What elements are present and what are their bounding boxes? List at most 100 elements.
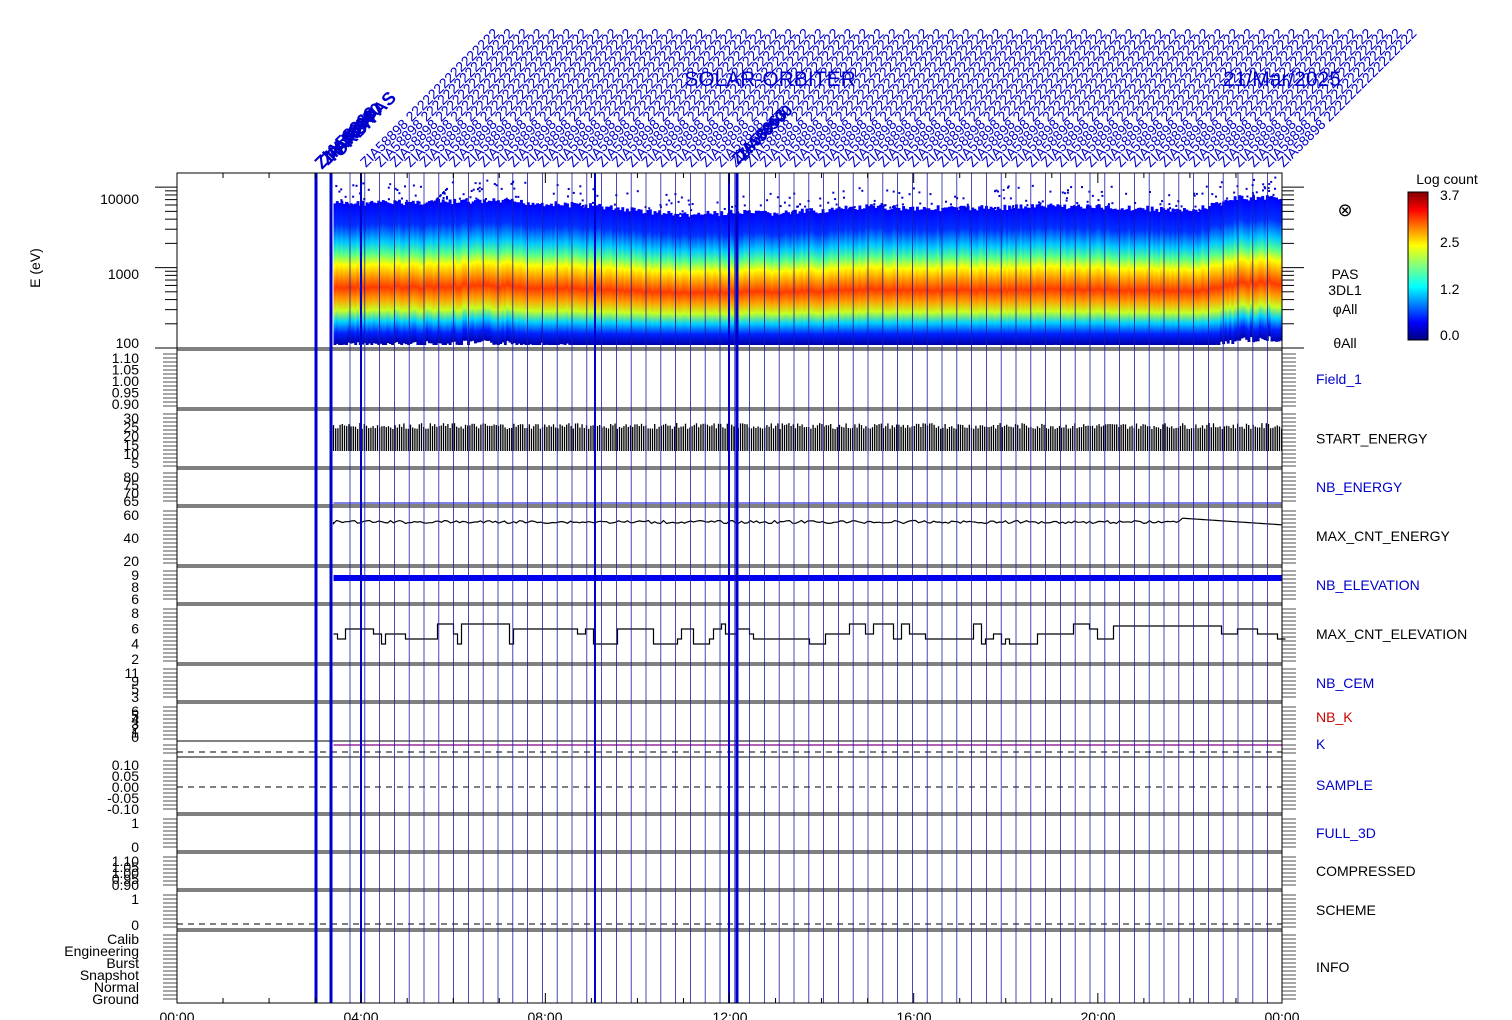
spectrogram-column: [991, 208, 995, 345]
panel-tick-label: Ground: [92, 991, 139, 1007]
spectrogram-column: [1074, 206, 1078, 345]
spectrogram-speck: [1086, 200, 1089, 203]
spectrogram-speck: [1025, 199, 1028, 202]
spectrogram-column: [517, 202, 521, 344]
spectrogram-column: [1270, 195, 1274, 342]
spectrogram-column: [671, 215, 675, 345]
panel-label: NB_ELEVATION: [1316, 577, 1420, 593]
spectrogram-column: [966, 205, 970, 345]
spectrogram-column: [595, 205, 599, 345]
spectrogram-speck: [783, 201, 786, 204]
spectrogram-column: [1141, 208, 1145, 345]
spectrogram-column: [1146, 205, 1150, 345]
spectrogram-speck: [889, 206, 892, 209]
spectrogram-column: [729, 209, 733, 345]
spectrogram-speck: [832, 191, 835, 194]
spectrogram-column: [391, 204, 394, 345]
spectrogram-column: [393, 200, 397, 343]
spectrogram-speck: [387, 198, 390, 201]
spectrogram-column: [423, 203, 427, 345]
xtick-0: 00:00: [159, 1009, 194, 1020]
spectrogram-speck: [631, 208, 633, 211]
spectrogram-column: [621, 207, 625, 345]
spectrogram-column: [1263, 199, 1267, 341]
spectrogram-column: [354, 203, 358, 345]
spectrogram-speck: [1194, 205, 1197, 208]
spectrogram-column: [563, 202, 567, 345]
spectrogram-column: [1272, 197, 1276, 342]
spectrogram-column: [1028, 207, 1032, 345]
spectrogram-column: [936, 205, 940, 345]
spectrogram-speck: [759, 204, 762, 207]
spectrogram-speck: [517, 195, 520, 198]
xtick-6: 00:00: [1264, 1009, 1299, 1020]
spectrogram-column: [694, 214, 698, 345]
spectrogram-speck: [729, 210, 732, 212]
spectrogram-speck: [1246, 195, 1249, 198]
spectrogram-speck: [579, 192, 582, 195]
spectrogram-column: [1014, 204, 1018, 345]
spectrogram-column: [752, 213, 756, 345]
spectrogram-speck: [799, 203, 802, 206]
panel-tick-label: 65: [123, 493, 139, 509]
spectrogram-column: [379, 201, 383, 344]
spectrogram-column: [964, 207, 968, 345]
spectrogram-column: [501, 199, 505, 343]
spectrogram-column: [968, 210, 972, 345]
spectrogram-column: [342, 203, 346, 345]
spectrogram-column: [1268, 196, 1272, 337]
spectrogram-column: [980, 205, 984, 345]
spectrogram-column: [768, 213, 772, 345]
spectrogram-column: [490, 201, 493, 343]
panel-tick-label: 11: [124, 665, 139, 681]
panel-tick-label: 1: [131, 815, 139, 831]
spectrogram-column: [978, 206, 982, 345]
spectrogram-column: [545, 204, 549, 345]
spectrogram-column: [830, 207, 834, 345]
panel-tick-label: 6: [131, 620, 139, 636]
spectrogram-column: [432, 203, 436, 345]
panel-tick-label: -0.05: [107, 790, 139, 806]
spectrogram-column: [688, 216, 691, 345]
spectrogram-column: [338, 203, 342, 345]
spectrogram-speck: [446, 187, 448, 190]
spectrogram-column: [840, 208, 843, 345]
spectrogram-column: [1077, 204, 1081, 345]
spectrogram-speck: [1070, 186, 1073, 189]
spectrogram-speck: [930, 202, 933, 205]
spectrogram-speck: [1198, 208, 1201, 211]
spectrogram-speck: [962, 197, 965, 200]
spectrogram-speck: [677, 200, 680, 203]
spectrogram-speck: [687, 199, 690, 202]
spectrogram-column: [913, 210, 917, 345]
spectrogram-column: [619, 210, 622, 345]
spectrogram-column: [427, 201, 431, 344]
spectrogram-column: [886, 210, 889, 345]
spectrogram-column: [1176, 208, 1179, 345]
spectrogram-column: [655, 212, 659, 345]
spectrogram-speck: [1012, 205, 1015, 208]
spectrogram-column: [929, 209, 933, 345]
spectrogram-speck: [1007, 186, 1009, 189]
spectrogram-speck: [886, 189, 889, 192]
spectrogram-speck: [1125, 192, 1128, 195]
spectrogram-column: [533, 204, 537, 345]
spectrogram-column: [506, 199, 510, 341]
spectrogram-speck: [355, 184, 358, 187]
spectrogram-speck: [1039, 202, 1042, 205]
spectrogram-column: [738, 213, 742, 345]
spectrogram-column: [892, 205, 896, 345]
spectrogram-column: [791, 210, 795, 345]
spectrogram-column: [494, 200, 498, 345]
spectrogram-column: [994, 209, 998, 345]
spectrogram-column: [584, 204, 588, 345]
spectrogram-speck: [401, 197, 403, 200]
spectrogram-column: [554, 201, 558, 345]
spectrogram-column: [1065, 209, 1069, 345]
spectrogram-speck: [1226, 197, 1229, 200]
spectrogram-column: [731, 213, 735, 345]
panel-tick-label: 10: [123, 446, 139, 462]
spectrogram-column: [386, 202, 390, 343]
spectrogram-column: [1252, 195, 1255, 343]
